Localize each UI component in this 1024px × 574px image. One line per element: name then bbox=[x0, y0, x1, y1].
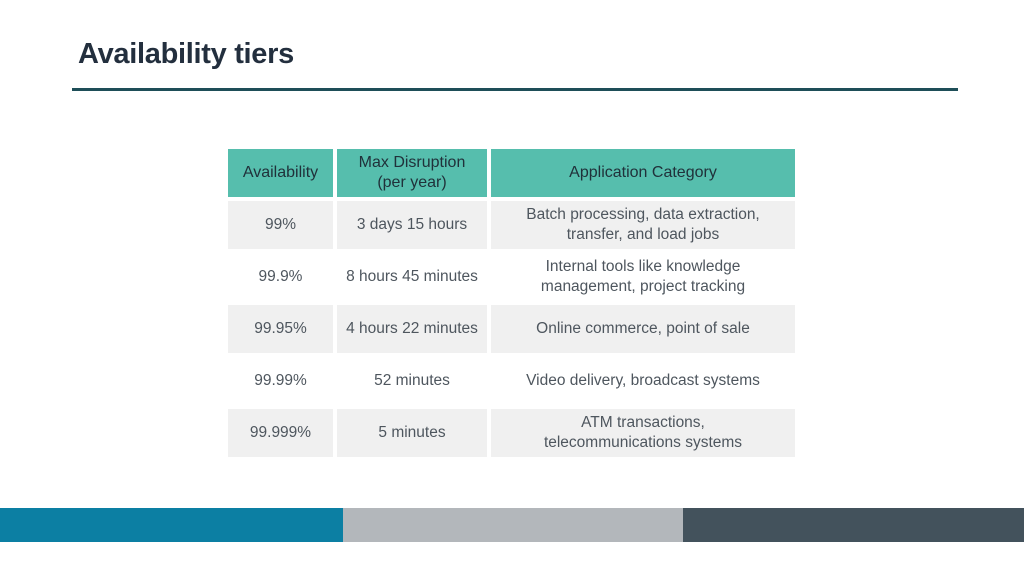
availability-cell: 99.95% bbox=[228, 305, 333, 353]
footer-accent-bar bbox=[0, 508, 1024, 542]
header-cell-application-category: Application Category bbox=[491, 149, 795, 197]
category-cell: ATM transactions, telecommunications sys… bbox=[491, 409, 795, 457]
availability-cell: 99.99% bbox=[228, 357, 333, 405]
header-cell-max-disruption: Max Disruption (per year) bbox=[337, 149, 487, 197]
footer-segment-slate bbox=[683, 508, 1024, 542]
availability-table: Availability Max Disruption (per year) A… bbox=[228, 149, 795, 457]
availability-cell: 99.9% bbox=[228, 253, 333, 301]
title-underline bbox=[72, 88, 958, 91]
availability-cell: 99.999% bbox=[228, 409, 333, 457]
availability-cell: 99% bbox=[228, 201, 333, 249]
disruption-cell: 8 hours 45 minutes bbox=[337, 253, 487, 301]
disruption-cell: 4 hours 22 minutes bbox=[337, 305, 487, 353]
category-cell: Online commerce, point of sale bbox=[491, 305, 795, 353]
header-cell-availability: Availability bbox=[228, 149, 333, 197]
footer-segment-gray bbox=[343, 508, 683, 542]
category-cell: Batch processing, data extraction, trans… bbox=[491, 201, 795, 249]
page-title: Availability tiers bbox=[78, 38, 294, 70]
disruption-cell: 3 days 15 hours bbox=[337, 201, 487, 249]
category-cell: Internal tools like knowledge management… bbox=[491, 253, 795, 301]
disruption-cell: 5 minutes bbox=[337, 409, 487, 457]
disruption-cell: 52 minutes bbox=[337, 357, 487, 405]
footer-segment-blue bbox=[0, 508, 343, 542]
category-cell: Video delivery, broadcast systems bbox=[491, 357, 795, 405]
